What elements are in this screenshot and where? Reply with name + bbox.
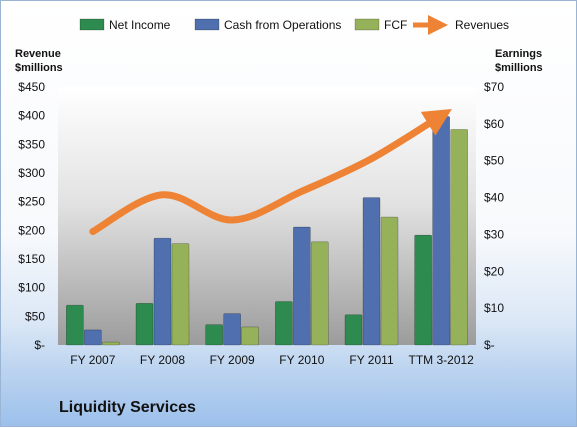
left-axis-title: Revenue [15, 48, 61, 60]
bar-net-income [344, 314, 363, 346]
left-tick-label: $450 [18, 80, 45, 94]
bar-cash-from-operations [153, 237, 172, 346]
bar-net-income [66, 304, 84, 346]
bar-cash-from-operations [293, 226, 311, 346]
bar-fcf [311, 241, 329, 346]
plot-area [58, 87, 476, 345]
line-revenues [89, 109, 452, 235]
x-tick-label: FY 2011 [349, 353, 394, 367]
x-tick-label: FY 2010 [279, 353, 324, 367]
left-tick-label: $300 [18, 166, 45, 180]
left-tick-label: $- [34, 338, 45, 352]
right-tick-label: $- [484, 338, 495, 352]
legend-label-fcf: FCF [384, 18, 407, 32]
legend-label-cash-from-operations: Cash from Operations [224, 18, 341, 32]
right-axis: $- $10 $20 $30 $40 $50 $60 $70 [484, 80, 504, 352]
left-tick-label: $350 [18, 137, 45, 151]
bar-net-income [205, 324, 223, 346]
x-tick-label: FY 2009 [210, 353, 255, 367]
axis-titles: Revenue $millions Earnings $millions [15, 48, 543, 74]
x-tick-label: FY 2007 [70, 353, 115, 367]
bars [66, 116, 468, 346]
bar-fcf [171, 243, 190, 346]
right-tick-label: $40 [484, 191, 504, 205]
x-tick-label: TTM 3-2012 [408, 353, 474, 367]
right-axis-title: Earnings [495, 48, 542, 60]
bar-net-income [135, 303, 154, 346]
bar-net-income [414, 234, 432, 346]
right-tick-label: $10 [484, 301, 504, 315]
left-tick-label: $100 [18, 281, 45, 295]
right-axis-title: $millions [495, 62, 543, 74]
right-tick-label: $50 [484, 154, 504, 168]
x-axis: FY 2007 FY 2008 FY 2009 FY 2010 FY 2011 TTM 3… [70, 353, 474, 367]
bar-cash-from-operations [223, 313, 241, 346]
legend-swatch-net-income [79, 18, 105, 31]
bar-cash-from-operations [84, 329, 102, 346]
bar-fcf [450, 129, 468, 346]
company-name: Liquidity Services [59, 399, 196, 416]
revenue-series [89, 109, 452, 235]
legend-label-net-income: Net Income [109, 18, 171, 32]
left-tick-label: $200 [18, 223, 45, 237]
left-tick-label: $50 [25, 309, 45, 323]
bar-fcf [102, 341, 120, 346]
legend-swatch-fcf [354, 18, 380, 31]
legend: Net Income Cash from Operations FCF Revenue… [79, 15, 509, 35]
right-tick-label: $30 [484, 227, 504, 241]
legend-swatch-cash-from-operations [194, 18, 220, 31]
bar-net-income [275, 301, 293, 346]
left-axis-title: $millions [15, 62, 63, 74]
right-tick-label: $70 [484, 80, 504, 94]
left-axis: $- $50 $100 $150 $200 $250 $300 $350 $400 $450 [18, 80, 45, 352]
left-tick-label: $250 [18, 195, 45, 209]
bar-cash-from-operations [432, 116, 450, 346]
right-tick-label: $20 [484, 264, 504, 278]
bar-fcf [380, 216, 399, 346]
x-tick-label: FY 2008 [140, 353, 185, 367]
bar-fcf [241, 326, 259, 346]
left-tick-label: $150 [18, 252, 45, 266]
right-tick-label: $60 [484, 117, 504, 131]
bar-cash-from-operations [362, 197, 381, 346]
legend-label-revenues: Revenues [455, 18, 509, 32]
left-tick-label: $400 [18, 109, 45, 123]
